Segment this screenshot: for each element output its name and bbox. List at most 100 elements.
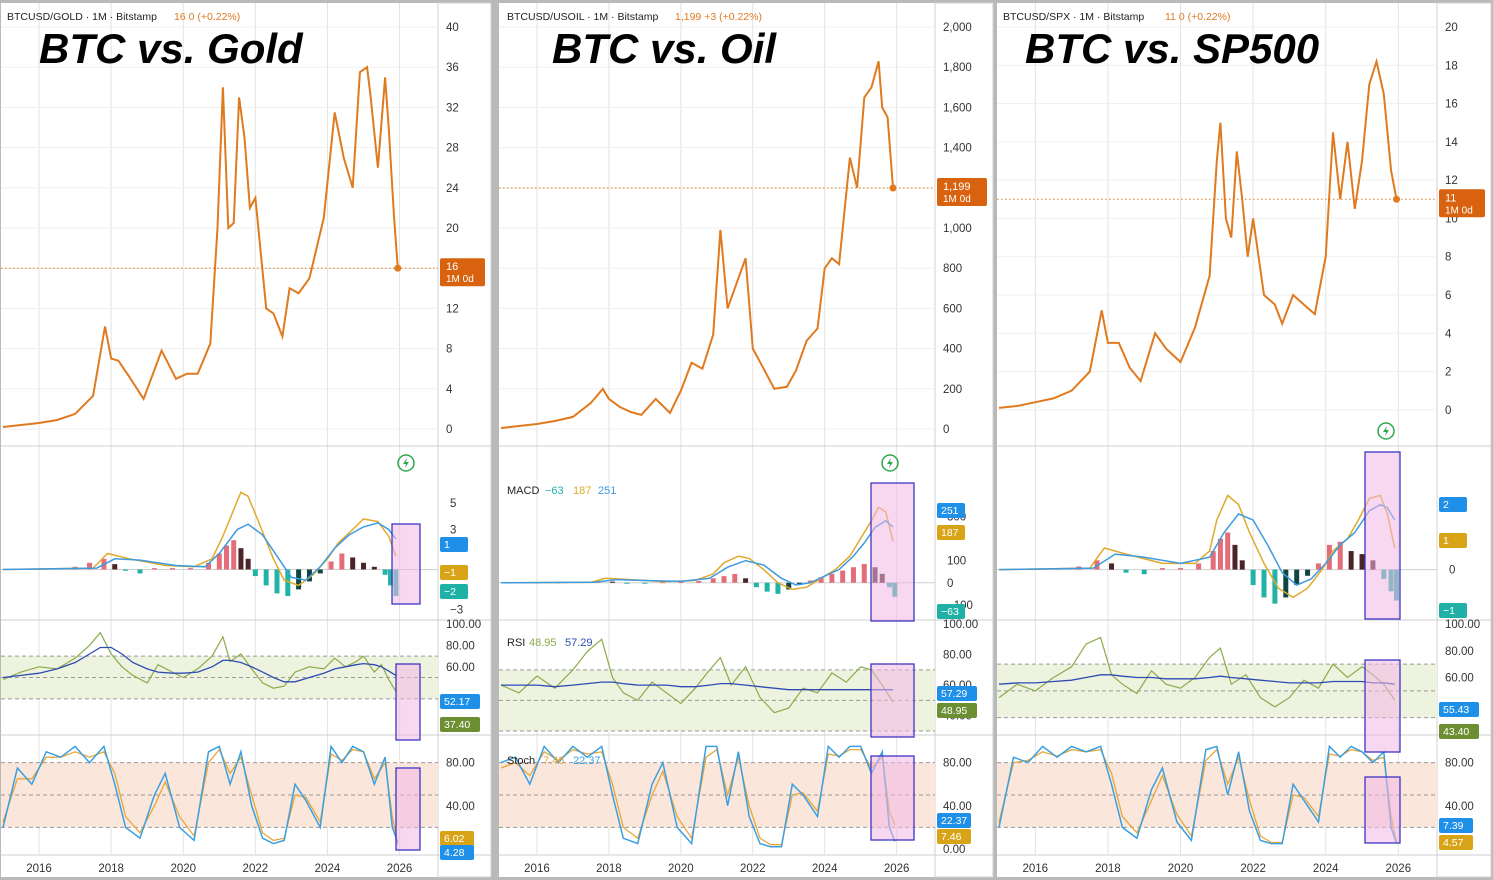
x-tick-label: 2024 (1313, 863, 1339, 875)
macd-histogram-bar (642, 582, 648, 584)
symbol-header: BTCUSD/GOLD · 1M · Bitstamp (7, 11, 157, 23)
macd-value-badge-text: −63 (941, 606, 959, 618)
macd-value-badge (937, 604, 965, 619)
macd-histogram-bar (678, 581, 684, 583)
macd-histogram-bar (1337, 541, 1343, 570)
stoch-value-badge-text: 4.57 (1443, 837, 1464, 849)
highlight-box (395, 767, 421, 851)
macd-histogram-bar (732, 573, 738, 583)
macd-histogram-bar (660, 582, 666, 584)
stoch-k-line (2, 744, 399, 845)
price-badge-countdown: 1M 0d (446, 274, 474, 285)
macd-histogram-bar (753, 582, 759, 588)
last-price-dot (1393, 195, 1401, 203)
header-change: 16 0 (+0.22%) (174, 11, 240, 23)
macd-y-tick-label: 100 (947, 556, 966, 568)
macd-histogram-bar (1272, 569, 1278, 604)
lightning-alert-icon (881, 454, 899, 472)
rsi-value-badge (937, 686, 977, 701)
rsi-y-tick-label: 60.00 (446, 662, 475, 674)
chart-panel-btc-gold: 2016201820202022202420260481216202428323… (1, 2, 492, 878)
macd-histogram-bar (371, 566, 377, 570)
y-tick-label: 0 (1445, 405, 1451, 417)
macd-line (2, 491, 397, 587)
macd-y-tick-label: 3 (450, 525, 456, 537)
macd-histogram-bar (187, 568, 193, 570)
stoch-value-badge (440, 845, 474, 860)
price-badge-countdown: 1M 0d (1445, 205, 1473, 216)
price-series-line (500, 60, 894, 429)
stoch-k-line (500, 744, 896, 848)
macd-histogram-bar (1232, 544, 1238, 570)
macd-histogram-bar (1315, 563, 1321, 570)
rsi-y-tick-label: 100.00 (943, 619, 978, 631)
stoch-value-badge (1439, 818, 1473, 833)
x-tick-label: 2018 (596, 863, 622, 875)
macd-histogram-bar (317, 569, 323, 574)
rsi-y-tick-label: 100.00 (446, 619, 481, 631)
big-title: BTC vs. Oil (552, 25, 777, 72)
stoch-value-badge-text: 6.02 (444, 833, 465, 845)
y-tick-label: 40 (446, 22, 459, 34)
price-series-line (998, 57, 1398, 409)
macd-value-badge (440, 584, 468, 599)
macd-histogram-bar (274, 569, 280, 594)
rsi-value-badge-text: 48.95 (941, 705, 967, 717)
rsi-y-tick-label: 100.00 (1445, 619, 1480, 631)
x-tick-label: 2018 (1095, 863, 1121, 875)
panel-background (997, 3, 1491, 877)
y-tick-label: 4 (446, 384, 453, 396)
rsi-y-tick-label: 80.00 (446, 640, 475, 652)
macd-histogram-bar (743, 578, 749, 583)
y-tick-label: 12 (1445, 175, 1458, 187)
x-tick-label: 2020 (170, 863, 196, 875)
macd-line (998, 494, 1396, 599)
rsi-ma-line (501, 681, 893, 691)
y-tick-label: 20 (1445, 22, 1458, 34)
macd-hist-value: −63 (545, 485, 564, 497)
macd-y-tick-label: 0 (947, 578, 953, 590)
y-tick-label: 6 (1445, 290, 1451, 302)
macd-histogram-bar (238, 548, 244, 570)
rsi-value-badge (1439, 724, 1479, 739)
stoch-value-badge (937, 813, 971, 828)
macd-histogram-bar (1261, 569, 1267, 598)
macd-histogram-bar (807, 580, 813, 583)
stoch-y-tick-label: 80.00 (1445, 758, 1474, 770)
macd-histogram-bar (87, 562, 93, 570)
y-tick-label: 18 (1445, 60, 1458, 72)
macd-histogram-bar (764, 582, 770, 592)
rsi-y-tick-label: 80.00 (943, 650, 972, 662)
macd-histogram-bar (850, 567, 856, 583)
rsi-line (2, 631, 397, 692)
rsi-value-badge-text: 43.40 (1443, 726, 1469, 738)
rsi-value-badge (440, 694, 480, 709)
stoch-y-tick-label: 0.00 (943, 844, 965, 856)
macd-histogram-bar (1239, 560, 1245, 570)
macd-histogram-bar (1225, 532, 1231, 570)
stoch-value-badge-text: 22.37 (941, 815, 967, 827)
stoch-value-badge (440, 831, 474, 846)
macd-value-badge-text: −1 (444, 567, 456, 579)
price-badge-value: 16 (446, 261, 458, 273)
macd-histogram-bar (1359, 554, 1365, 570)
stoch-value-badge-text: 4.28 (444, 847, 465, 859)
macd-histogram-bar (609, 581, 615, 583)
macd-value-badge (1439, 497, 1467, 512)
y-tick-label: 4 (1445, 328, 1452, 340)
macd-histogram-bar (1294, 569, 1300, 586)
macd-histogram-bar (818, 577, 824, 583)
y-tick-label: 16 (1445, 99, 1458, 111)
rsi-label: RSI (507, 637, 525, 649)
macd-value-badge (1439, 603, 1467, 618)
highlight-box (1364, 451, 1401, 620)
stoch-y-tick-label: 80.00 (446, 758, 475, 770)
symbol-header: BTCUSD/SPX · 1M · Bitstamp (1003, 11, 1144, 23)
macd-value-badge-text: 1 (1443, 535, 1449, 547)
macd-value-badge (440, 537, 468, 552)
macd-histogram-bar (1109, 563, 1115, 570)
stoch-value-badge-text: 7.39 (1443, 820, 1464, 832)
rsi-y-tick-label: 80.00 (1445, 646, 1474, 658)
stoch-y-tick-label: 40.00 (943, 801, 972, 813)
macd-value-badge (1439, 533, 1467, 548)
